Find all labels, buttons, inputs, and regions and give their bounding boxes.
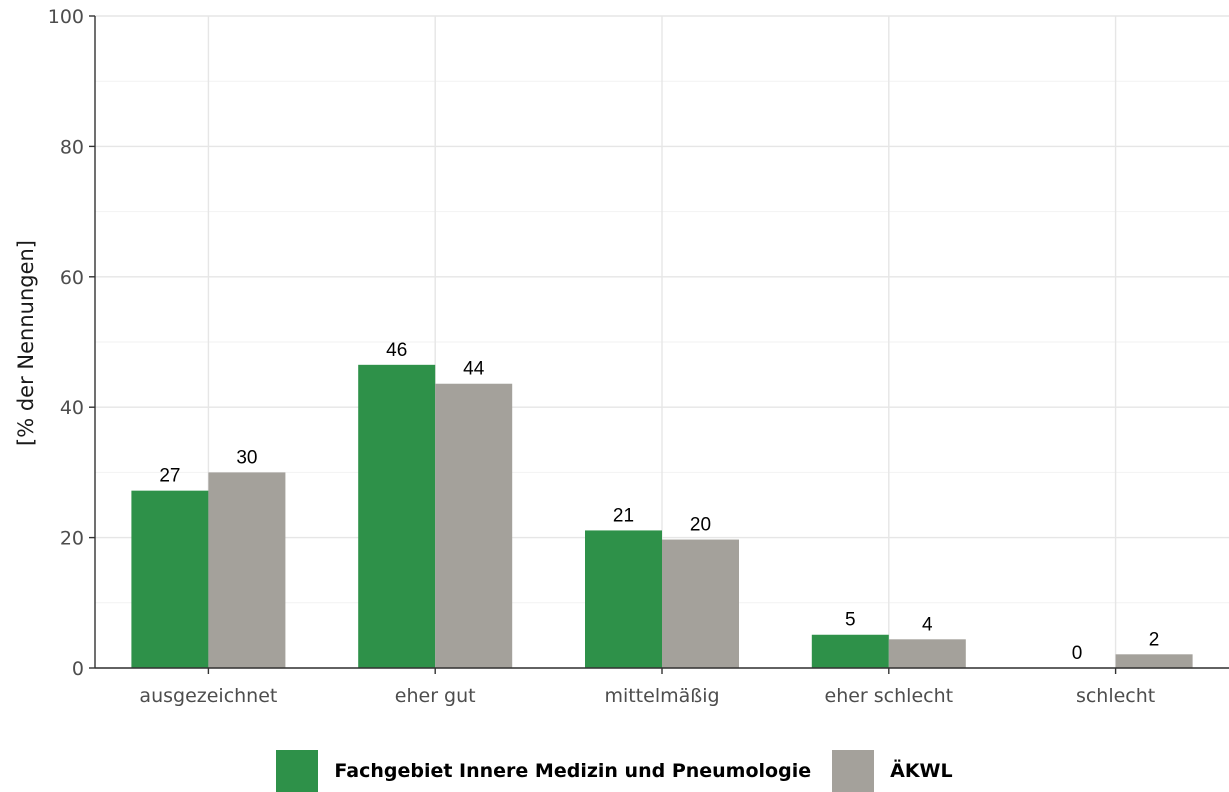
y-tick-label: 60 bbox=[60, 267, 84, 289]
x-tick-label: ausgezeichnet bbox=[139, 685, 277, 707]
legend-label-series-1: Fachgebiet Innere Medizin und Pneumologi… bbox=[334, 760, 812, 782]
y-tick-label: 0 bbox=[72, 658, 84, 680]
x-tick-label: eher gut bbox=[395, 685, 476, 707]
legend-label-series-2: ÄKWL bbox=[890, 760, 953, 782]
legend-key-series-1 bbox=[276, 750, 319, 792]
legend: Fachgebiet Innere Medizin und Pneumologi… bbox=[0, 750, 1229, 792]
bar-series-1-2 bbox=[585, 530, 662, 668]
data-label-series-2-3: 4 bbox=[922, 614, 933, 635]
legend-item-series-2: ÄKWL bbox=[832, 750, 953, 792]
y-tick-label: 20 bbox=[60, 528, 84, 550]
y-axis-title: [% der Nennungen] bbox=[14, 240, 38, 446]
y-tick-label: 100 bbox=[48, 6, 84, 28]
x-tick-label: schlecht bbox=[1076, 685, 1155, 707]
data-label-series-1-2: 21 bbox=[613, 505, 634, 526]
y-tick-label: 80 bbox=[60, 136, 84, 158]
bar-series-1-1 bbox=[358, 364, 436, 668]
data-label-series-2-0: 30 bbox=[236, 447, 257, 468]
data-label-series-1-3: 5 bbox=[845, 610, 856, 631]
data-label-series-2-2: 20 bbox=[690, 515, 711, 536]
bar-series-2-2 bbox=[662, 539, 739, 668]
bar-series-2-0 bbox=[208, 472, 286, 668]
bar-series-1-3 bbox=[811, 634, 889, 668]
bar-series-1-0 bbox=[131, 490, 209, 668]
x-tick-label: mittelmäßig bbox=[604, 685, 719, 707]
legend-key-series-2 bbox=[832, 750, 875, 792]
data-label-series-1-4: 0 bbox=[1072, 643, 1083, 664]
x-tick-label: eher schlecht bbox=[825, 685, 954, 707]
data-label-series-1-1: 46 bbox=[386, 340, 407, 361]
bar-series-2-3 bbox=[888, 639, 966, 668]
data-label-series-2-1: 44 bbox=[463, 359, 485, 380]
data-label-series-2-4: 2 bbox=[1149, 629, 1160, 650]
data-label-series-1-0: 27 bbox=[159, 466, 180, 487]
legend-item-series-1: Fachgebiet Innere Medizin und Pneumologi… bbox=[276, 750, 811, 792]
y-tick-label: 40 bbox=[60, 397, 84, 419]
bars bbox=[131, 364, 1193, 668]
data-labels: 27 46 21 5 0 30 44 20 4 2 bbox=[159, 340, 1159, 664]
bar-series-2-1 bbox=[435, 383, 513, 668]
bar-series-2-4 bbox=[1115, 654, 1193, 668]
